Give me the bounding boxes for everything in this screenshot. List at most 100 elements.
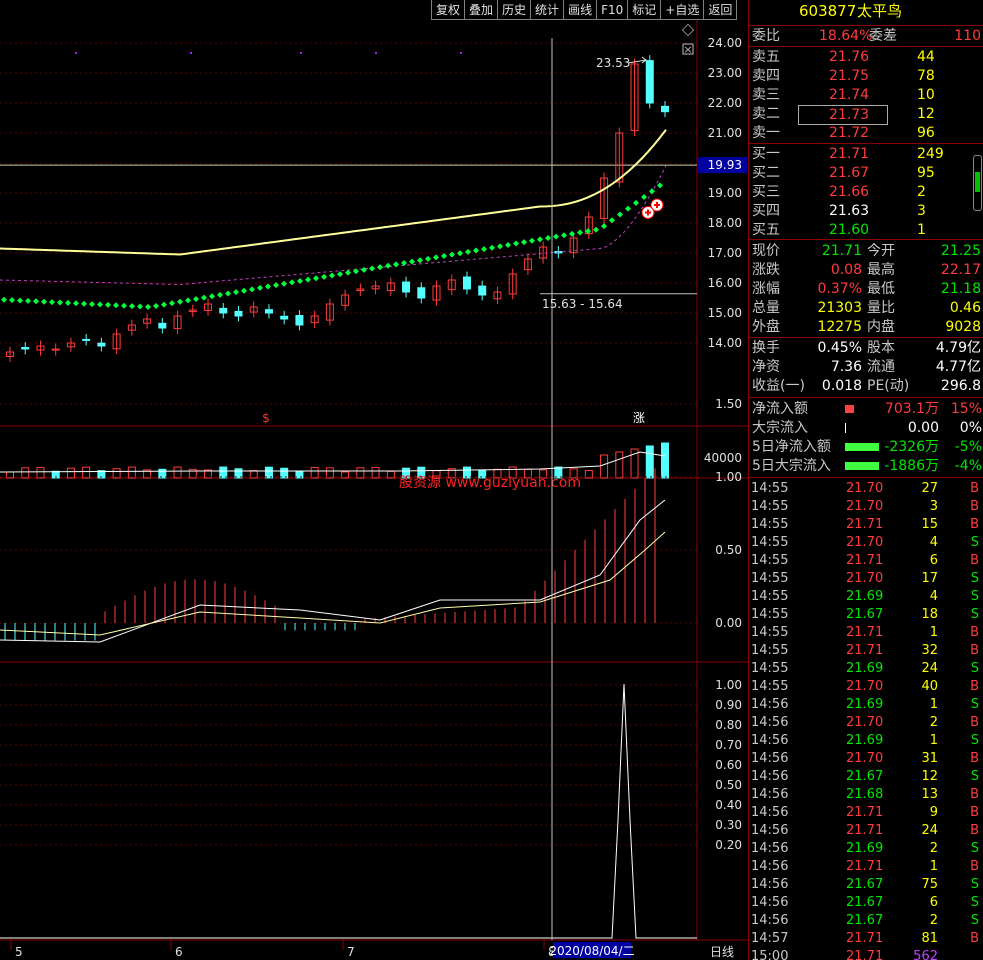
tick-row[interactable]: 14:56 21.71 1 B xyxy=(749,858,983,876)
sar-dot xyxy=(385,262,391,269)
toolbar-button-3[interactable]: 统计 xyxy=(530,0,564,20)
sar-dot xyxy=(529,237,535,244)
candle-body xyxy=(249,306,258,313)
sar-dot xyxy=(209,293,215,300)
tick-row[interactable]: 14:56 21.67 12 S xyxy=(749,768,983,786)
tick-row[interactable]: 14:56 21.67 6 S xyxy=(749,894,983,912)
sar-dot xyxy=(593,226,599,233)
tick-row[interactable]: 14:56 21.70 31 B xyxy=(749,750,983,768)
candle-body xyxy=(295,315,304,326)
tick-row[interactable]: 14:56 21.71 9 B xyxy=(749,804,983,822)
toolbar-button-5[interactable]: F10 xyxy=(596,0,628,20)
tick-row[interactable]: 15:00 21.71 562 xyxy=(749,948,983,960)
tick-row[interactable]: 14:56 21.69 1 S xyxy=(749,696,983,714)
tick-time: 14:56 xyxy=(751,715,789,730)
bid-volume: 1 xyxy=(917,222,926,238)
month-label: 8 xyxy=(548,945,556,959)
toolbar-button-1[interactable]: 叠加 xyxy=(464,0,498,20)
tick-row[interactable]: 14:55 21.70 17 S xyxy=(749,570,983,588)
sar-dot xyxy=(249,286,255,293)
toolbar-button-7[interactable]: +自选 xyxy=(660,0,704,20)
ask-row: 卖五 21.76 44 xyxy=(749,48,983,66)
tick-row[interactable]: 14:55 21.71 15 B xyxy=(749,516,983,534)
tick-side: S xyxy=(970,589,979,604)
tick-row[interactable]: 14:56 21.70 2 B xyxy=(749,714,983,732)
tick-row[interactable]: 14:55 21.70 3 B xyxy=(749,498,983,516)
sar-dot xyxy=(401,259,407,266)
tick-row[interactable]: 14:55 21.71 6 B xyxy=(749,552,983,570)
tick-time: 14:55 xyxy=(751,679,789,694)
tick-row[interactable]: 14:55 21.69 4 S xyxy=(749,588,983,606)
tick-row[interactable]: 14:55 21.70 27 B xyxy=(749,480,983,498)
book-scrollbar[interactable] xyxy=(973,155,982,211)
tick-row[interactable]: 14:55 21.71 1 B xyxy=(749,624,983,642)
sar-dot xyxy=(409,258,415,265)
tick-row[interactable]: 14:55 21.71 32 B xyxy=(749,642,983,660)
candle-body xyxy=(569,237,578,254)
volume-bar xyxy=(36,466,45,479)
tick-time: 14:57 xyxy=(751,931,789,946)
tick-row[interactable]: 14:56 21.69 1 S xyxy=(749,732,983,750)
sar-dot xyxy=(345,269,351,276)
bid-label: 买二 xyxy=(752,165,780,181)
tick-row[interactable]: 14:55 21.70 4 S xyxy=(749,534,983,552)
candle-body xyxy=(584,216,593,235)
stat-label: 现价 xyxy=(752,243,780,259)
tick-price: 21.70 xyxy=(846,481,884,496)
stat-value: 0.45% xyxy=(817,340,862,356)
sar-dot xyxy=(257,284,263,291)
stat-value: 12275 xyxy=(817,319,862,335)
kline-chart-svg[interactable]: 24.0023.0022.0021.0020.0019.0018.0017.00… xyxy=(0,20,748,960)
sar-dot xyxy=(313,275,319,282)
tick-row[interactable]: 14:55 21.70 40 B xyxy=(749,678,983,696)
sar-dot xyxy=(33,298,39,305)
toolbar-button-6[interactable]: 标记 xyxy=(627,0,661,20)
toolbar-button-4[interactable]: 画线 xyxy=(563,0,597,20)
buy-signal-plus xyxy=(654,202,660,208)
ask-volume: 78 xyxy=(917,68,935,84)
tick-price: 21.71 xyxy=(846,805,884,820)
sar-dot xyxy=(161,301,167,308)
tick-row[interactable]: 14:56 21.68 13 B xyxy=(749,786,983,804)
flow-value: -1886万 xyxy=(884,458,939,474)
stats2-row: 换手 0.45% 股本 4.79亿 xyxy=(749,339,983,357)
price-axis-label: 18.00 xyxy=(708,216,742,230)
tick-price: 21.69 xyxy=(846,733,884,748)
candle-body xyxy=(371,285,380,290)
tick-row[interactable]: 14:56 21.71 24 B xyxy=(749,822,983,840)
tick-price: 21.67 xyxy=(846,913,884,928)
volume-bar xyxy=(219,466,228,479)
tick-time: 14:56 xyxy=(751,823,789,838)
volume-bar xyxy=(234,468,243,479)
volume-bar xyxy=(341,471,350,479)
candle-body xyxy=(219,307,228,314)
price-axis-label: 14.00 xyxy=(708,336,742,350)
stat-value: 4.79亿 xyxy=(935,340,981,356)
tick-row[interactable]: 14:56 21.69 2 S xyxy=(749,840,983,858)
sar-dot xyxy=(425,255,431,262)
book-scroll-thumb[interactable] xyxy=(975,172,980,192)
tick-row[interactable]: 14:55 21.67 18 S xyxy=(749,606,983,624)
bid-row: 买三 21.66 2 xyxy=(749,183,983,201)
tick-row[interactable]: 14:57 21.71 81 B xyxy=(749,930,983,948)
tick-row[interactable]: 14:56 21.67 2 S xyxy=(749,912,983,930)
toolbar-button-0[interactable]: 复权 xyxy=(431,0,465,20)
tick-volume: 6 xyxy=(929,895,938,910)
marker-dot xyxy=(300,52,302,54)
bid-volume: 3 xyxy=(917,203,926,219)
tick-side: S xyxy=(970,661,979,676)
tick-row[interactable]: 14:56 21.67 75 S xyxy=(749,876,983,894)
range-annotation: 15.63 - 15.64 xyxy=(542,297,623,311)
tick-side: B xyxy=(970,679,979,694)
kline-chart-area[interactable]: 24.0023.0022.0021.0020.0019.0018.0017.00… xyxy=(0,20,748,960)
tick-time: 14:55 xyxy=(751,481,789,496)
tick-row[interactable]: 14:55 21.69 24 S xyxy=(749,660,983,678)
toolbar-button-2[interactable]: 历史 xyxy=(497,0,531,20)
sar-dot xyxy=(521,239,527,246)
tick-volume: 2 xyxy=(929,913,938,928)
bid-volume: 249 xyxy=(917,146,944,162)
candle-body xyxy=(325,303,334,321)
price-axis-label: 19.00 xyxy=(708,186,742,200)
toolbar-button-8[interactable]: 返回 xyxy=(703,0,738,20)
tick-time: 14:56 xyxy=(751,805,789,820)
